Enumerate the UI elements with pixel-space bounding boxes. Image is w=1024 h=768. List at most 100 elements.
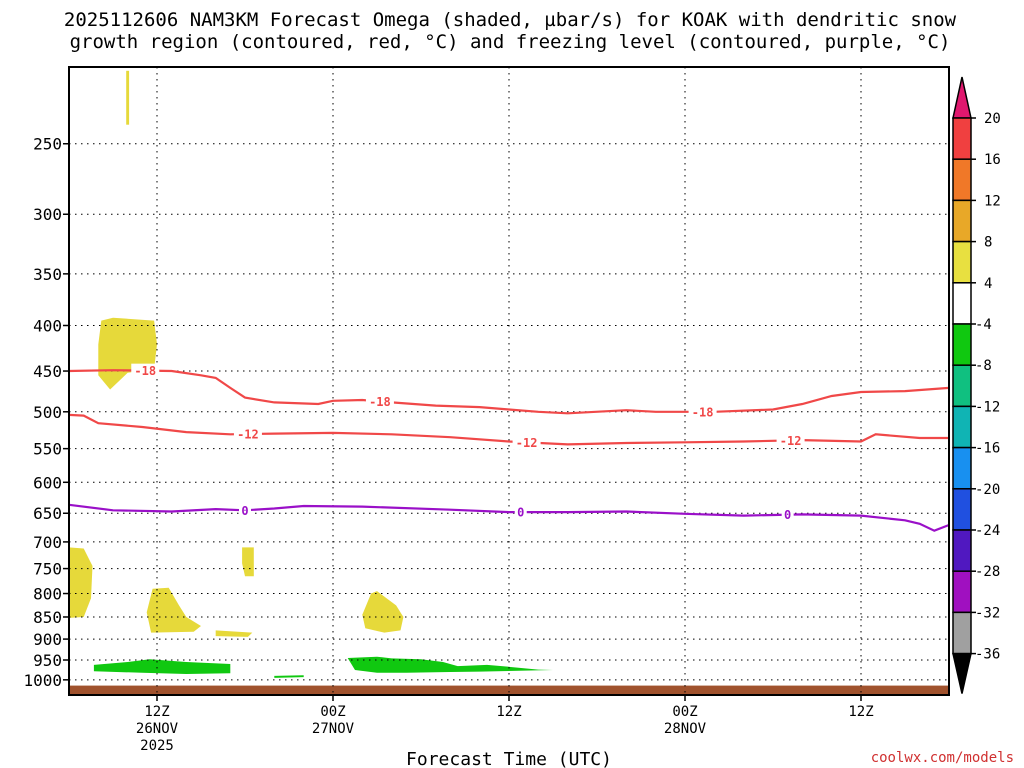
x-tick-label: 12Z <box>496 704 521 720</box>
colorbar-segment <box>952 364 972 408</box>
title-line-1: 2025112606 NAM3KM Forecast Omega (shaded… <box>64 9 957 31</box>
x-tick-label: 2025 <box>140 738 174 754</box>
colorbar-segment <box>952 158 972 202</box>
contour-label: -18 <box>692 405 714 419</box>
colorbar-segment <box>952 611 972 655</box>
y-tick-label: 550 <box>33 440 62 459</box>
ground-bar <box>69 685 949 695</box>
y-tick-label: 650 <box>33 504 62 523</box>
colorbar-label: -12 <box>975 399 1000 415</box>
colorbar-label: -36 <box>975 647 1000 663</box>
x-tick-label: 28NOV <box>664 721 707 737</box>
colorbar-segment <box>952 529 972 572</box>
colorbar-segment <box>952 240 972 284</box>
contour-label: -12 <box>780 434 802 448</box>
colorbar-segment <box>952 570 972 614</box>
omega-region-negative-9 <box>274 675 304 678</box>
title-line-2: growth region (contoured, red, °C) and f… <box>70 31 951 53</box>
contour-label: 0 <box>241 504 248 518</box>
y-tick-label: 300 <box>33 205 62 224</box>
omega-region-positive-1 <box>126 70 130 125</box>
contour-line-1 <box>68 413 949 446</box>
colorbar: 20 16 12 8 4 -4 -8 -12 -16 -20 -24 -28 -32 -36 <box>952 76 1001 694</box>
colorbar-segment <box>952 117 972 160</box>
contour-label: -12 <box>516 436 538 450</box>
y-tick-label: 850 <box>33 608 62 627</box>
colorbar-segment <box>952 405 972 449</box>
contour-label-bg <box>776 433 805 448</box>
y-tick-label: 1000 <box>23 671 62 690</box>
colorbar-label: -4 <box>975 317 992 333</box>
y-tick-label: 600 <box>33 473 62 492</box>
colorbar-segment <box>952 199 972 243</box>
contour-label: 0 <box>517 506 524 520</box>
omega-region-negative-8 <box>93 659 231 674</box>
contour-label-bg <box>512 435 541 450</box>
colorbar-label: -16 <box>975 441 1000 457</box>
colorbar-bottom-arrow <box>952 652 972 694</box>
x-tick-label: 27NOV <box>312 721 355 737</box>
colorbar-label: -8 <box>975 358 992 374</box>
omega-region-positive-5 <box>146 587 201 633</box>
colorbar-label: 20 <box>984 111 1001 127</box>
grid <box>69 67 949 695</box>
x-tick-label: 00Z <box>672 704 697 720</box>
colorbar-segment <box>952 282 972 325</box>
colorbar-segment <box>952 488 972 531</box>
contour-label-bg <box>131 363 160 378</box>
contour-label-bg <box>781 507 794 522</box>
x-axis-label: Forecast Time (UTC) <box>406 749 612 768</box>
omega-region-positive-6 <box>215 630 253 637</box>
contours: -18 -18 -18 -12 -12 -12 0 0 0 <box>68 363 950 532</box>
x-tick-label: 00Z <box>320 704 345 720</box>
omega-region-positive-4 <box>242 547 254 577</box>
contour-line-0 <box>68 369 950 415</box>
colorbar-label: -28 <box>975 564 1000 580</box>
x-tick-label: 26NOV <box>136 721 179 737</box>
x-tick-label: 12Z <box>144 704 169 720</box>
contour-label: -12 <box>237 428 259 442</box>
omega-shading <box>69 70 553 678</box>
y-tick-label: 900 <box>33 630 62 649</box>
colorbar-segment <box>952 323 972 366</box>
y-tick-label: 700 <box>33 533 62 552</box>
y-tick-label: 400 <box>33 316 62 335</box>
chart-title: 2025112606 NAM3KM Forecast Omega (shaded… <box>64 9 957 53</box>
y-tick-label: 350 <box>33 265 62 284</box>
colorbar-label: -24 <box>975 523 1000 539</box>
contour-label-bg <box>239 503 251 518</box>
omega-region-positive-2 <box>98 317 157 390</box>
colorbar-label: 12 <box>984 193 1001 209</box>
y-tick-label: 750 <box>33 560 62 579</box>
y-tick-label: 500 <box>33 403 62 422</box>
x-tick-label: 12Z <box>848 704 873 720</box>
colorbar-label: 8 <box>984 235 992 251</box>
contour-label-bg <box>514 505 527 520</box>
omega-region-negative-10 <box>347 656 553 673</box>
contour-label: -18 <box>369 395 391 409</box>
credit-text: coolwx.com/models <box>871 750 1014 766</box>
y-tick-label: 250 <box>33 135 62 154</box>
contour-label: -18 <box>134 364 156 378</box>
colorbar-label: -32 <box>975 605 1000 621</box>
y-tick-label: 800 <box>33 585 62 604</box>
ground-fill <box>69 685 949 695</box>
omega-region-positive-7 <box>362 591 404 633</box>
contour-line-2 <box>68 503 950 532</box>
contour-label-bg <box>365 394 394 409</box>
colorbar-label: -20 <box>975 482 1000 498</box>
y-axis: 250 300 350 400 450 500 550 600 650 700 750 800 850 9… <box>23 135 69 690</box>
contour-label-bg <box>233 427 262 442</box>
plot-area <box>69 67 949 695</box>
colorbar-segment <box>952 446 972 490</box>
contour-label: 0 <box>784 508 791 522</box>
omega-region-positive-3 <box>69 547 93 618</box>
y-tick-label: 950 <box>33 651 62 670</box>
colorbar-label: 16 <box>984 152 1001 168</box>
colorbar-label: 4 <box>984 276 992 292</box>
y-tick-label: 450 <box>33 362 62 381</box>
colorbar-top-arrow <box>952 76 972 119</box>
plot-background <box>69 67 949 695</box>
